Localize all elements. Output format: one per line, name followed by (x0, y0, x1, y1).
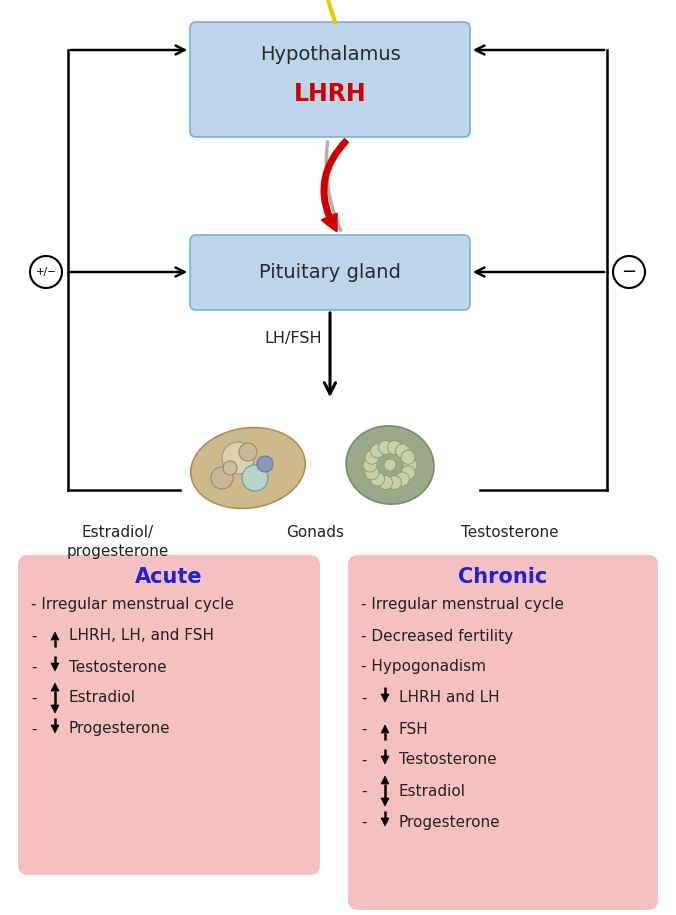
Text: -: - (31, 629, 37, 643)
Ellipse shape (346, 425, 434, 504)
FancyArrowPatch shape (322, 140, 347, 231)
Text: - Hypogonadism: - Hypogonadism (361, 660, 486, 674)
Polygon shape (381, 756, 389, 764)
Text: Hypothalamus: Hypothalamus (260, 45, 400, 63)
Circle shape (387, 476, 402, 490)
Circle shape (365, 450, 379, 464)
Text: Estradiol: Estradiol (399, 783, 466, 799)
FancyBboxPatch shape (18, 555, 320, 875)
Text: Progesterone: Progesterone (399, 814, 501, 830)
Polygon shape (51, 683, 59, 691)
FancyBboxPatch shape (348, 555, 658, 910)
Text: LH/FSH: LH/FSH (264, 330, 322, 346)
Text: - Decreased fertility: - Decreased fertility (361, 629, 513, 643)
Circle shape (363, 458, 377, 472)
Circle shape (379, 476, 393, 490)
Circle shape (370, 472, 385, 486)
Text: -: - (361, 752, 366, 768)
Circle shape (242, 465, 268, 491)
Text: −: − (621, 263, 637, 281)
Circle shape (365, 466, 379, 479)
Text: Testosterone: Testosterone (461, 525, 559, 540)
Text: -: - (361, 722, 366, 737)
Text: Gonads: Gonads (286, 525, 344, 540)
Text: LHRH and LH: LHRH and LH (399, 691, 500, 705)
Circle shape (223, 461, 237, 475)
Text: -: - (361, 814, 366, 830)
Text: LHRH: LHRH (293, 82, 366, 106)
Polygon shape (51, 663, 59, 671)
Text: LHRH, LH, and FSH: LHRH, LH, and FSH (69, 629, 214, 643)
Text: Estradiol/
progesterone: Estradiol/ progesterone (67, 525, 169, 558)
Circle shape (387, 440, 402, 455)
Text: Pituitary gland: Pituitary gland (259, 263, 401, 282)
Text: Testosterone: Testosterone (399, 752, 497, 768)
Polygon shape (381, 694, 389, 702)
FancyBboxPatch shape (190, 235, 470, 310)
Text: -: - (31, 722, 37, 737)
Text: -: - (31, 691, 37, 705)
Polygon shape (51, 632, 59, 640)
Polygon shape (381, 776, 389, 784)
Text: Testosterone: Testosterone (69, 660, 166, 674)
Circle shape (257, 456, 273, 472)
Polygon shape (381, 798, 389, 806)
Text: -: - (361, 783, 366, 799)
Text: Estradiol: Estradiol (69, 691, 136, 705)
Text: -: - (31, 660, 37, 674)
Text: Acute: Acute (135, 567, 203, 587)
FancyArrowPatch shape (327, 142, 341, 231)
FancyBboxPatch shape (190, 22, 470, 137)
Text: -: - (361, 691, 366, 705)
Polygon shape (381, 725, 389, 733)
Text: FSH: FSH (399, 722, 429, 737)
Circle shape (401, 466, 415, 479)
Text: - Irregular menstrual cycle: - Irregular menstrual cycle (361, 597, 564, 612)
Text: - Irregular menstrual cycle: - Irregular menstrual cycle (31, 597, 234, 612)
Text: +/−: +/− (36, 267, 56, 277)
Circle shape (403, 458, 417, 472)
Polygon shape (51, 705, 59, 713)
Circle shape (239, 443, 257, 461)
Text: Progesterone: Progesterone (69, 722, 170, 737)
Polygon shape (51, 725, 59, 733)
Circle shape (401, 450, 415, 464)
Circle shape (379, 440, 393, 455)
Ellipse shape (191, 427, 305, 509)
Circle shape (211, 467, 233, 489)
Text: Chronic: Chronic (458, 567, 548, 587)
Circle shape (395, 472, 410, 486)
Circle shape (395, 444, 410, 458)
Circle shape (370, 444, 385, 458)
Circle shape (384, 459, 396, 471)
Circle shape (222, 442, 254, 474)
Polygon shape (381, 818, 389, 826)
